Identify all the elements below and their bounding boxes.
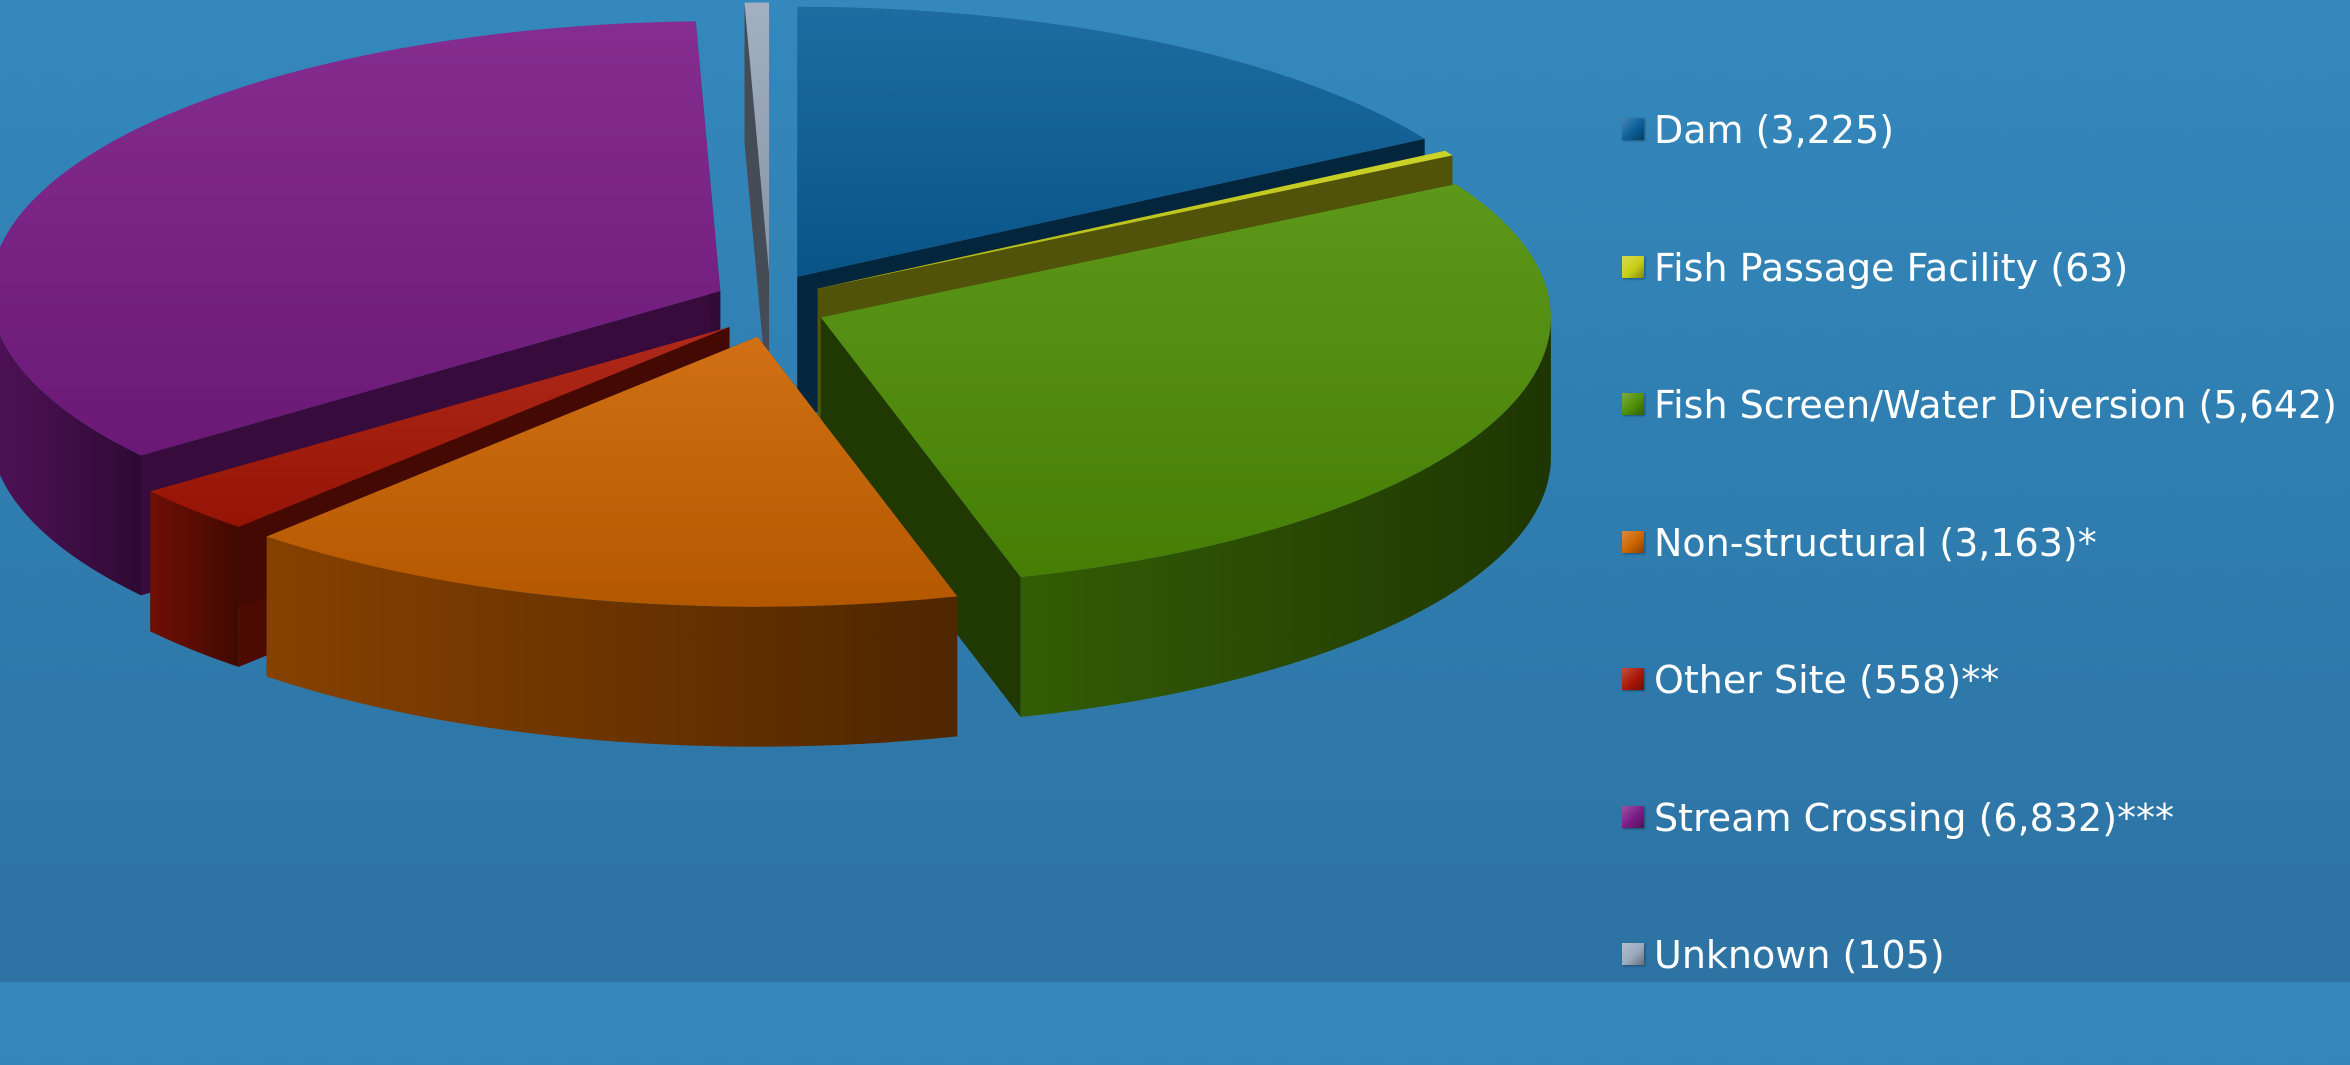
chart-legend: Dam (3,225) Fish Passage Facility (63) Fis… [1622,102,2342,1065]
legend-item-fish-passage-facility: Fish Passage Facility (63) [1622,240,2342,378]
legend-swatch-stream-crossing [1622,805,1644,828]
pie-chart [0,2,1551,747]
pie-slice-unknown [744,2,770,413]
legend-swatch-dam [1622,118,1644,140]
pie-slice-top-stream-crossing [0,21,721,456]
pie-slice-side-other-site [150,491,239,667]
legend-item-non-structural: Non-structural (3,163)* [1622,515,2342,653]
legend-label-other-site: Other Site (558)** [1654,658,2000,702]
legend-label-unknown: Unknown (105) [1654,933,1945,977]
legend-label-stream-crossing: Stream Crossing (6,832)*** [1654,795,2175,840]
legend-item-other-site: Other Site (558)** [1622,652,2342,790]
pie-chart-svg [0,2,1551,747]
legend-swatch-fish-screen-water-diversion [1622,393,1644,415]
pie-slice-top-unknown [744,2,770,273]
pie-slice-side-non-structural [266,536,958,747]
pie-slice-wall-fish-screen-water-diversion-1 [820,317,1021,718]
pie-slice-non-structural [266,336,958,747]
legend-label-non-structural: Non-structural (3,163)* [1654,520,2097,565]
legend-label-fish-screen-water-diversion: Fish Screen/Water Diversion (5,642) [1654,383,2337,427]
legend-swatch-unknown [1622,943,1644,965]
legend-swatch-fish-passage-facility [1622,255,1644,278]
pie-slice-wall-unknown-0 [744,2,770,413]
legend-label-fish-passage-facility: Fish Passage Facility (63) [1654,245,2129,290]
pie-slice-top-other-site [150,327,730,527]
legend-swatch-non-structural [1622,530,1644,553]
pie-slice-top-non-structural [266,336,958,607]
pie-slice-top-fish-screen-water-diversion [820,184,1551,578]
pie-slice-top-fish-passage-facility [817,150,1453,289]
pie-slice-side-fish-screen-water-diversion [1020,317,1551,718]
pie-slice-top-dam [797,6,1425,277]
legend-item-unknown: Unknown (105) [1622,927,2342,1065]
legend-label-dam: Dam (3,225) [1654,108,1895,152]
legend-item-fish-screen-water-diversion: Fish Screen/Water Diversion (5,642) [1622,377,2342,515]
legend-item-dam: Dam (3,225) [1622,102,2342,240]
pie-slice-side-stream-crossing [0,334,142,596]
legend-item-stream-crossing: Stream Crossing (6,832)*** [1622,790,2342,928]
legend-swatch-other-site [1622,668,1644,690]
pie-slice-fish-screen-water-diversion [820,184,1551,718]
